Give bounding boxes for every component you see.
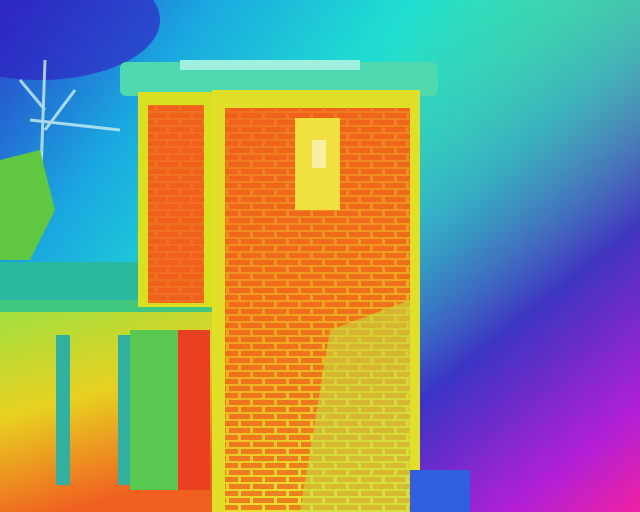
column-cool-side (300, 300, 410, 512)
left-column-bricks (148, 105, 204, 303)
tree-branches (18, 59, 121, 201)
doorway (130, 330, 180, 490)
foreground-object (410, 470, 470, 512)
warm-column (178, 330, 210, 490)
window-light (312, 140, 326, 168)
left-object (0, 150, 55, 260)
chimney-cap (120, 62, 438, 96)
cold-sky (0, 0, 160, 80)
cap-top (180, 60, 360, 70)
